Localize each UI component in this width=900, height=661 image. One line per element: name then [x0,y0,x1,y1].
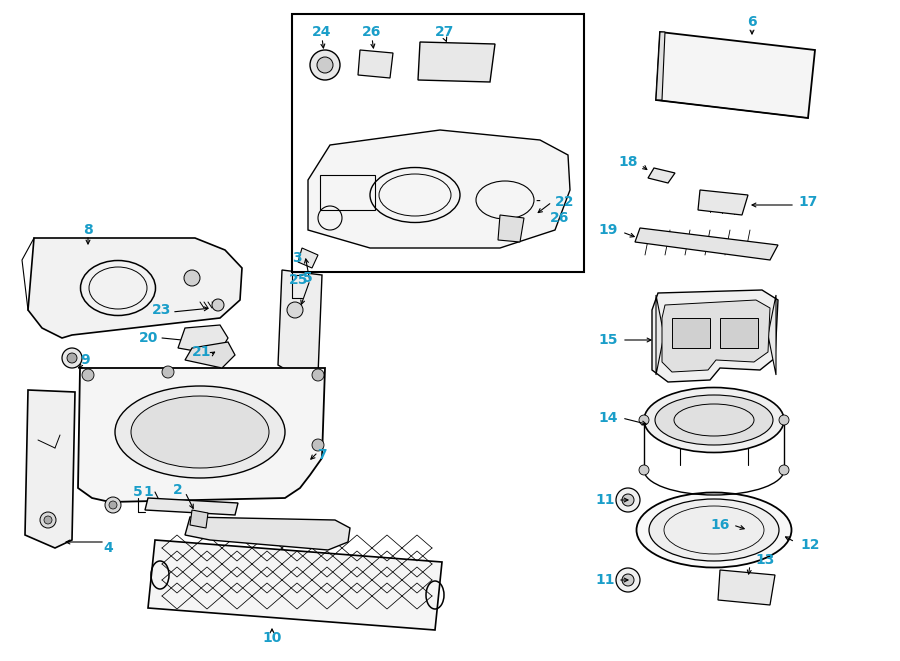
Text: 17: 17 [798,195,817,209]
Polygon shape [148,540,442,630]
Polygon shape [718,570,775,605]
Text: 7: 7 [317,448,327,462]
Polygon shape [78,368,325,502]
Ellipse shape [115,386,285,478]
Polygon shape [635,228,778,260]
Circle shape [616,488,640,512]
Ellipse shape [131,396,269,468]
Circle shape [622,494,634,506]
Polygon shape [308,130,570,248]
Circle shape [105,497,121,513]
Bar [320,175,375,210]
Polygon shape [278,270,322,378]
Polygon shape [145,498,238,515]
Polygon shape [662,300,770,372]
Circle shape [82,369,94,381]
Polygon shape [648,168,675,183]
Circle shape [317,57,333,73]
Circle shape [310,50,340,80]
Circle shape [639,465,649,475]
Text: 9: 9 [80,353,90,367]
Polygon shape [178,325,228,355]
Polygon shape [498,215,524,242]
Circle shape [779,415,789,425]
Text: 3: 3 [292,251,302,265]
Text: 5: 5 [133,485,143,499]
Polygon shape [418,42,495,82]
Text: 19: 19 [598,223,618,237]
Polygon shape [185,517,350,550]
Text: 25: 25 [289,273,308,287]
Text: 26: 26 [550,211,570,225]
Ellipse shape [655,395,773,445]
Ellipse shape [649,499,779,561]
Text: 26: 26 [363,25,382,39]
Text: 11: 11 [596,493,615,507]
Text: 14: 14 [598,411,618,425]
Text: 21: 21 [193,345,212,359]
Text: 15: 15 [598,333,618,347]
Polygon shape [190,510,208,528]
Text: 1: 1 [143,485,153,499]
Circle shape [62,348,82,368]
Circle shape [162,366,174,378]
Text: 11: 11 [596,573,615,587]
Circle shape [109,501,117,509]
Circle shape [616,568,640,592]
Text: -: - [536,195,540,209]
Text: 13: 13 [755,553,774,567]
Polygon shape [652,290,778,382]
Circle shape [312,369,324,381]
Bar [720,318,758,348]
Bar [672,318,710,348]
Polygon shape [656,295,664,375]
Text: 22: 22 [555,195,574,209]
Text: 18: 18 [618,155,638,169]
Text: 10: 10 [262,631,282,645]
Text: 24: 24 [312,25,332,39]
Polygon shape [298,248,318,268]
Polygon shape [25,390,75,548]
Circle shape [639,415,649,425]
Ellipse shape [644,387,784,453]
Circle shape [40,512,56,528]
Text: 16: 16 [711,518,730,532]
Circle shape [779,465,789,475]
Polygon shape [185,342,235,368]
Polygon shape [768,295,776,375]
Polygon shape [28,238,242,338]
Text: 4: 4 [104,541,112,555]
Text: 27: 27 [436,25,454,39]
Text: 5: 5 [303,271,313,285]
Circle shape [212,299,224,311]
Text: 12: 12 [800,538,820,552]
Circle shape [312,439,324,451]
Bar [292,14,584,272]
Text: 6: 6 [747,15,757,29]
Polygon shape [698,190,748,215]
Text: 23: 23 [152,303,172,317]
Text: 2: 2 [173,483,183,497]
Circle shape [622,574,634,586]
Polygon shape [656,32,815,118]
Text: 8: 8 [83,223,93,237]
Circle shape [67,353,77,363]
Text: 20: 20 [139,331,158,345]
Polygon shape [358,50,393,78]
Circle shape [44,516,52,524]
Circle shape [184,270,200,286]
Ellipse shape [636,492,791,568]
Circle shape [287,302,303,318]
Polygon shape [656,32,665,100]
